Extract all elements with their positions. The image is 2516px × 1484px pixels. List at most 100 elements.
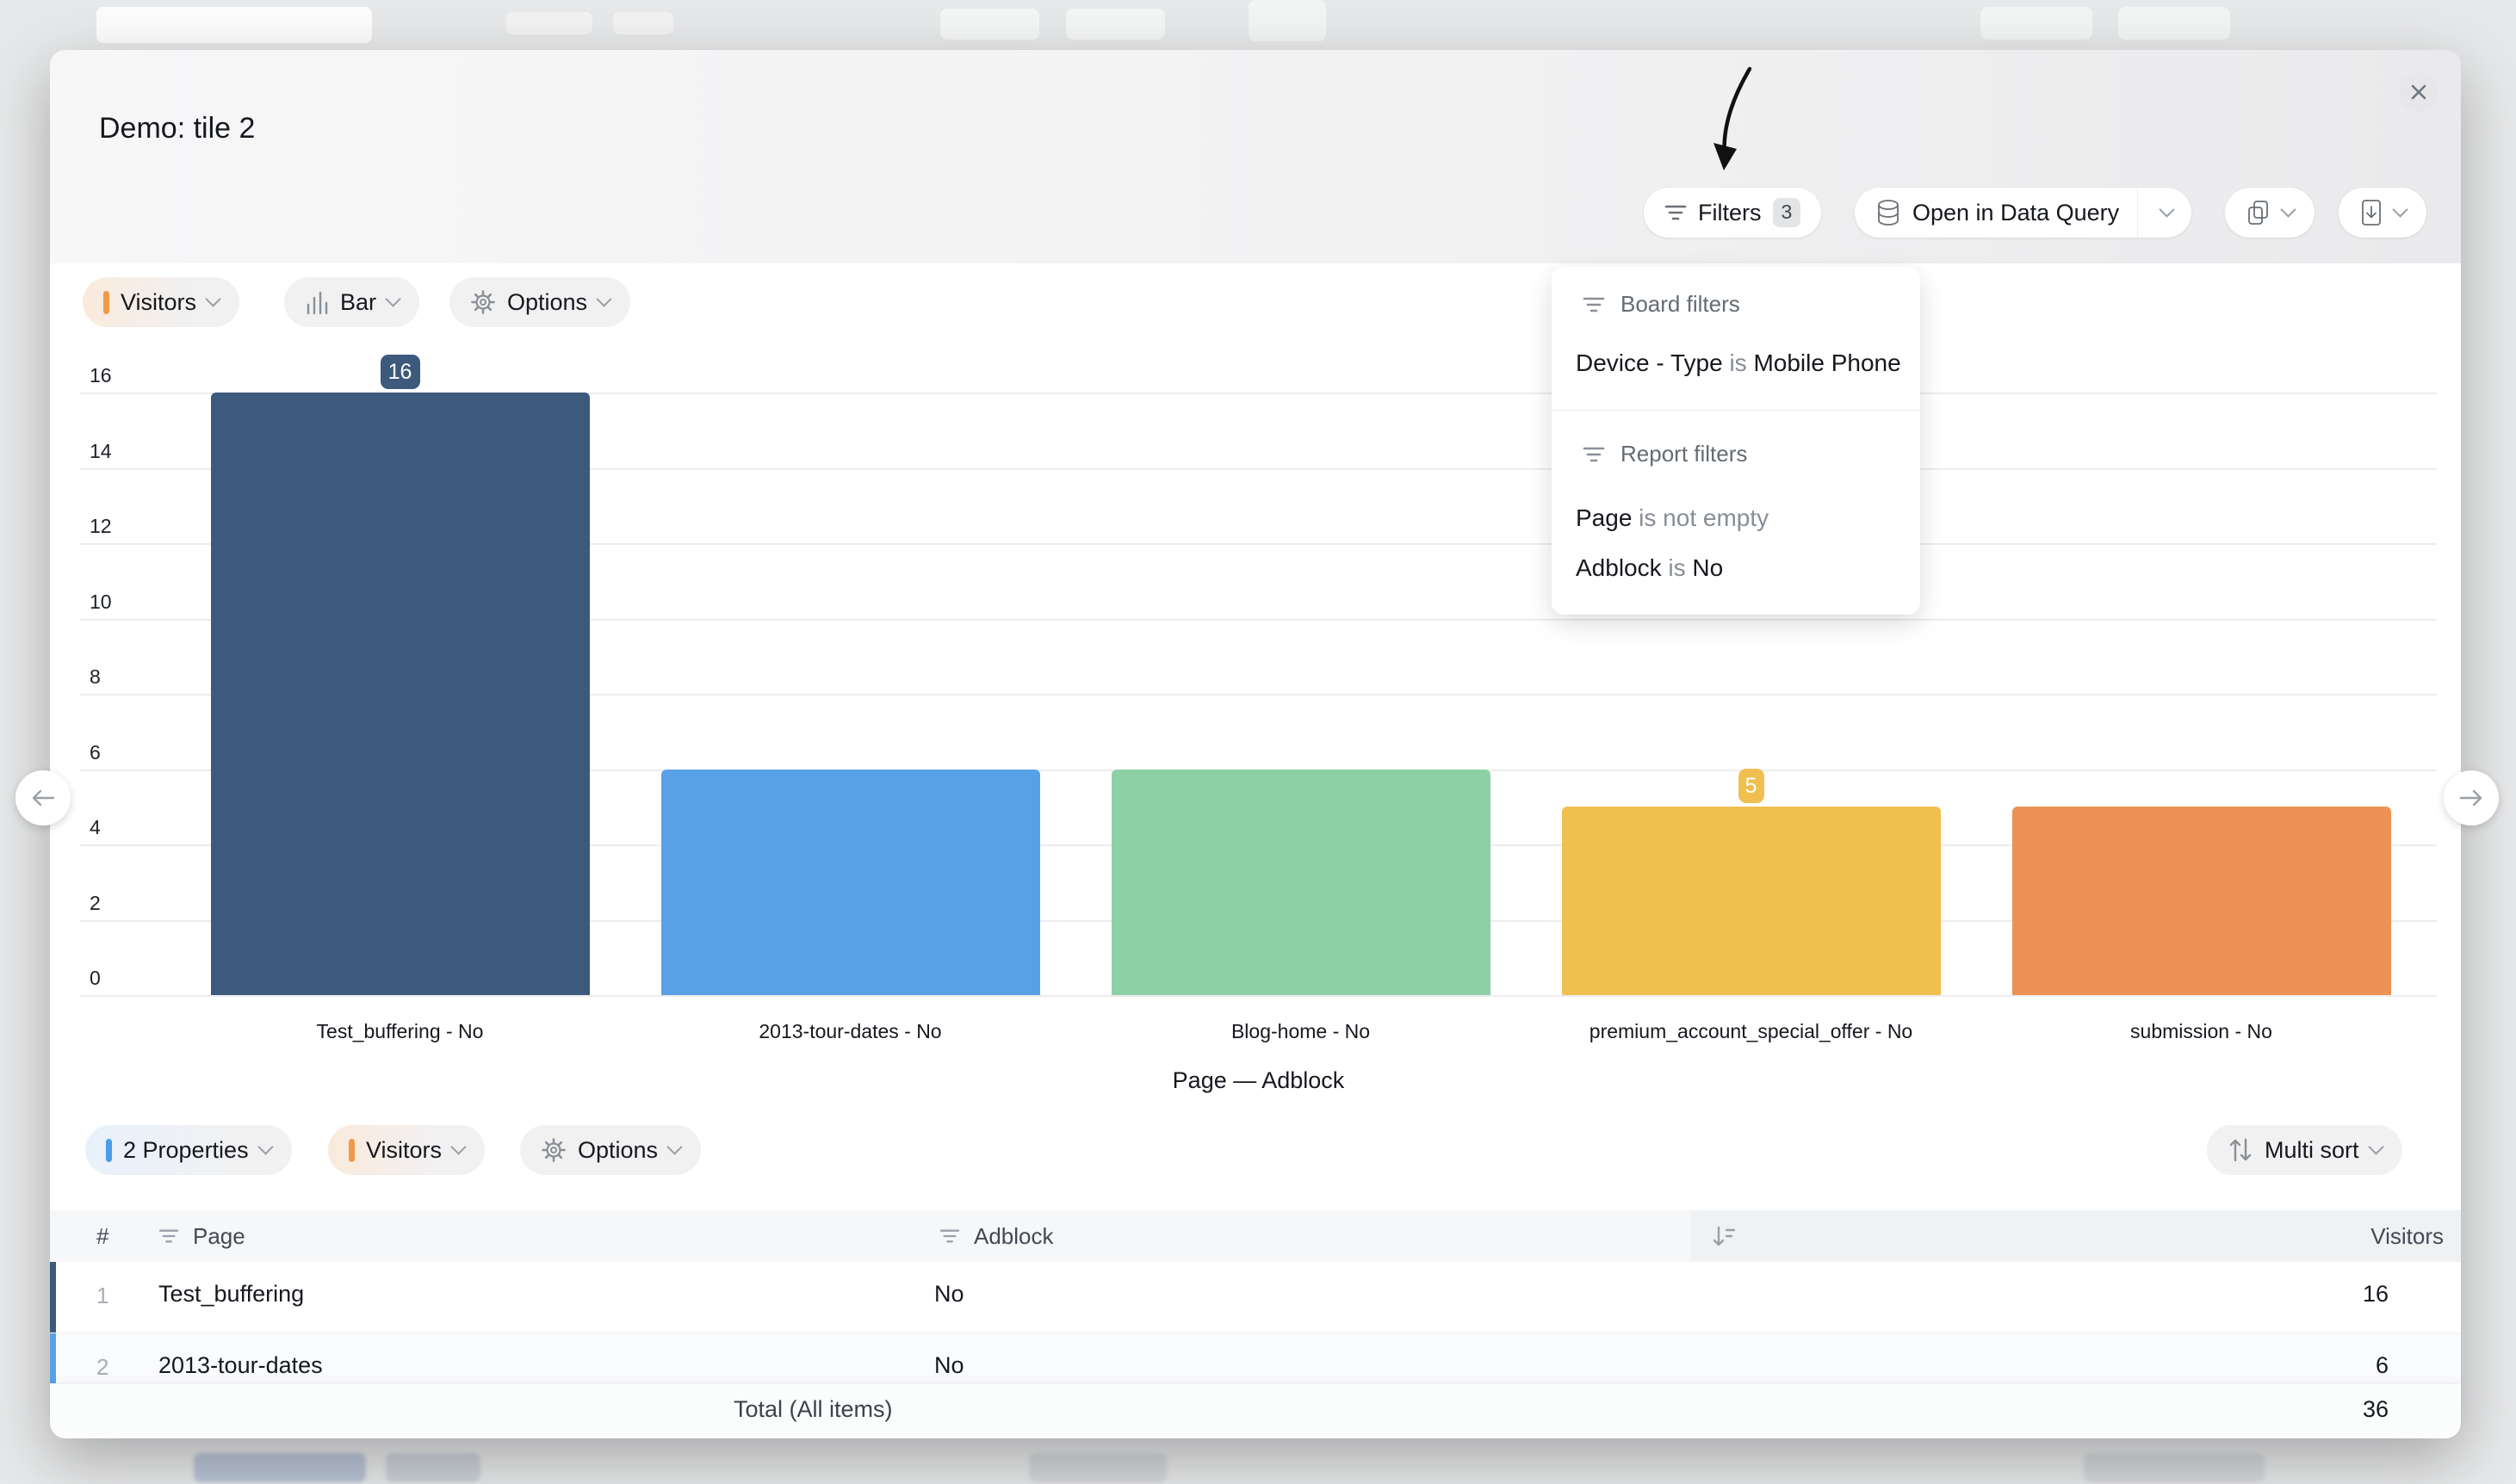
copy-icon — [2248, 201, 2268, 225]
series-color-icon — [349, 1138, 355, 1162]
chevron-down-icon — [450, 1139, 467, 1155]
bar[interactable] — [1111, 769, 1490, 995]
background-blur-box — [1066, 9, 1165, 40]
filter-value: Mobile Phone — [1753, 349, 1901, 376]
open-in-data-query-dropdown[interactable] — [2151, 201, 2183, 218]
gear-icon — [542, 1138, 566, 1162]
filter-rule[interactable]: Page is not empty — [1576, 504, 1769, 532]
column-header-label: # — [96, 1222, 109, 1249]
chart-options-button[interactable]: Options — [449, 277, 631, 327]
bar[interactable] — [210, 393, 590, 995]
chart-metric-label: Visitors — [121, 288, 197, 315]
row-adblock: No — [934, 1352, 964, 1378]
background-blur-box — [1980, 7, 2092, 40]
filter-icon — [1583, 297, 1605, 312]
row-color-stripe — [50, 1333, 56, 1404]
table-metric-select[interactable]: Visitors — [328, 1125, 486, 1175]
gear-icon — [471, 290, 495, 314]
page-title: Demo: tile 2 — [99, 112, 256, 145]
bar-chart-icon — [307, 291, 328, 315]
chart-type-label: Bar — [340, 288, 377, 315]
background-blur-box — [613, 12, 673, 34]
filter-value: No — [1692, 554, 1724, 581]
board-filters-header: Board filters — [1583, 291, 1740, 318]
table-options-label: Options — [578, 1136, 659, 1163]
sort-descending-indicator[interactable] — [1712, 1210, 1736, 1262]
report-filters-header: Report filters — [1583, 441, 1747, 467]
column-header-label: Adblock — [974, 1222, 1054, 1249]
bar[interactable] — [2011, 807, 2391, 995]
board-filters-title: Board filters — [1621, 291, 1740, 317]
sort-descending-icon — [1713, 1226, 1736, 1246]
column-header-adblock[interactable]: Adblock — [939, 1210, 1054, 1262]
multi-sort-button[interactable]: Multi sort — [2207, 1125, 2402, 1175]
chart-page-next-button[interactable] — [2444, 770, 2499, 825]
column-header-index[interactable]: # — [96, 1210, 108, 1262]
table-metric-label: Visitors — [366, 1136, 443, 1163]
close-icon — [2411, 84, 2426, 100]
series-color-icon — [106, 1138, 112, 1162]
row-visitors: 16 — [2362, 1281, 2389, 1307]
row-page: Test_buffering — [158, 1281, 305, 1307]
database-icon — [1878, 200, 1899, 226]
chevron-down-icon — [257, 1139, 274, 1155]
filters-button[interactable]: Filters 3 — [1644, 188, 1822, 238]
table-row[interactable]: 1 Test_buffering No 16 — [50, 1262, 2461, 1333]
x-axis-title: Page — Adblock — [1172, 1067, 1345, 1093]
chart-page-prev-button[interactable] — [15, 770, 71, 825]
filter-rule[interactable]: Device - Type is Mobile Phone — [1576, 349, 1901, 377]
open-in-data-query-label: Open in Data Query — [1912, 199, 2120, 226]
background-blur-box — [1249, 0, 1326, 41]
table-properties-label: 2 Properties — [123, 1136, 249, 1163]
table-properties-select[interactable]: 2 Properties — [85, 1125, 292, 1175]
filter-field: Adblock — [1576, 554, 1662, 581]
background-blur-box — [96, 7, 372, 43]
chevron-down-icon — [596, 291, 612, 307]
row-index: 2 — [96, 1354, 109, 1380]
column-header-page[interactable]: Page — [158, 1210, 245, 1262]
filter-icon — [1583, 447, 1605, 461]
chevron-down-icon — [385, 291, 401, 307]
total-value: 36 — [2362, 1396, 2389, 1422]
chevron-down-icon — [205, 291, 221, 307]
filter-icon — [1664, 205, 1687, 220]
chevron-down-icon — [666, 1139, 683, 1155]
background-blur-box — [506, 12, 592, 34]
column-header-label: Visitors — [2370, 1222, 2444, 1249]
chevron-down-icon — [2280, 201, 2296, 218]
multi-sort-label: Multi sort — [2265, 1136, 2359, 1163]
filter-rule[interactable]: Adblock is No — [1576, 554, 1723, 582]
filter-operator: is — [1661, 554, 1693, 581]
row-visitors: 6 — [2375, 1352, 2389, 1378]
background-blur-box — [2084, 1453, 2265, 1482]
report-filters-title: Report filters — [1621, 441, 1748, 467]
filters-dropdown-panel: Board filters Device - Type is Mobile Ph… — [1552, 267, 1920, 615]
background-blur-box — [1029, 1453, 1167, 1482]
bar[interactable] — [660, 769, 1040, 995]
button-divider — [2137, 188, 2139, 238]
row-color-stripe — [50, 1262, 56, 1333]
column-header-visitors[interactable]: Visitors — [2370, 1210, 2444, 1262]
chart-metric-select[interactable]: Visitors — [83, 277, 240, 327]
sort-arrows-icon — [2229, 1138, 2252, 1162]
filter-icon — [158, 1229, 179, 1243]
row-adblock: No — [934, 1281, 964, 1307]
chevron-down-icon — [2392, 201, 2408, 218]
filter-operator: is not empty — [1632, 504, 1769, 531]
background-blur-box — [2118, 7, 2230, 40]
background-blur-box — [940, 9, 1039, 40]
bar[interactable] — [1561, 807, 1941, 995]
close-button[interactable] — [2399, 72, 2439, 112]
table-options-button[interactable]: Options — [520, 1125, 702, 1175]
series-color-icon — [103, 290, 109, 314]
row-page: 2013-tour-dates — [158, 1352, 323, 1378]
open-in-data-query-button[interactable]: Open in Data Query — [1855, 188, 2192, 238]
filter-field: Page — [1576, 504, 1633, 531]
chart-type-select[interactable]: Bar — [284, 277, 420, 327]
background-blur-box — [194, 1453, 366, 1482]
duplicate-button[interactable] — [2225, 188, 2315, 238]
filter-field: Device - Type — [1576, 349, 1723, 376]
download-icon — [2362, 200, 2381, 226]
export-button[interactable] — [2339, 188, 2426, 238]
